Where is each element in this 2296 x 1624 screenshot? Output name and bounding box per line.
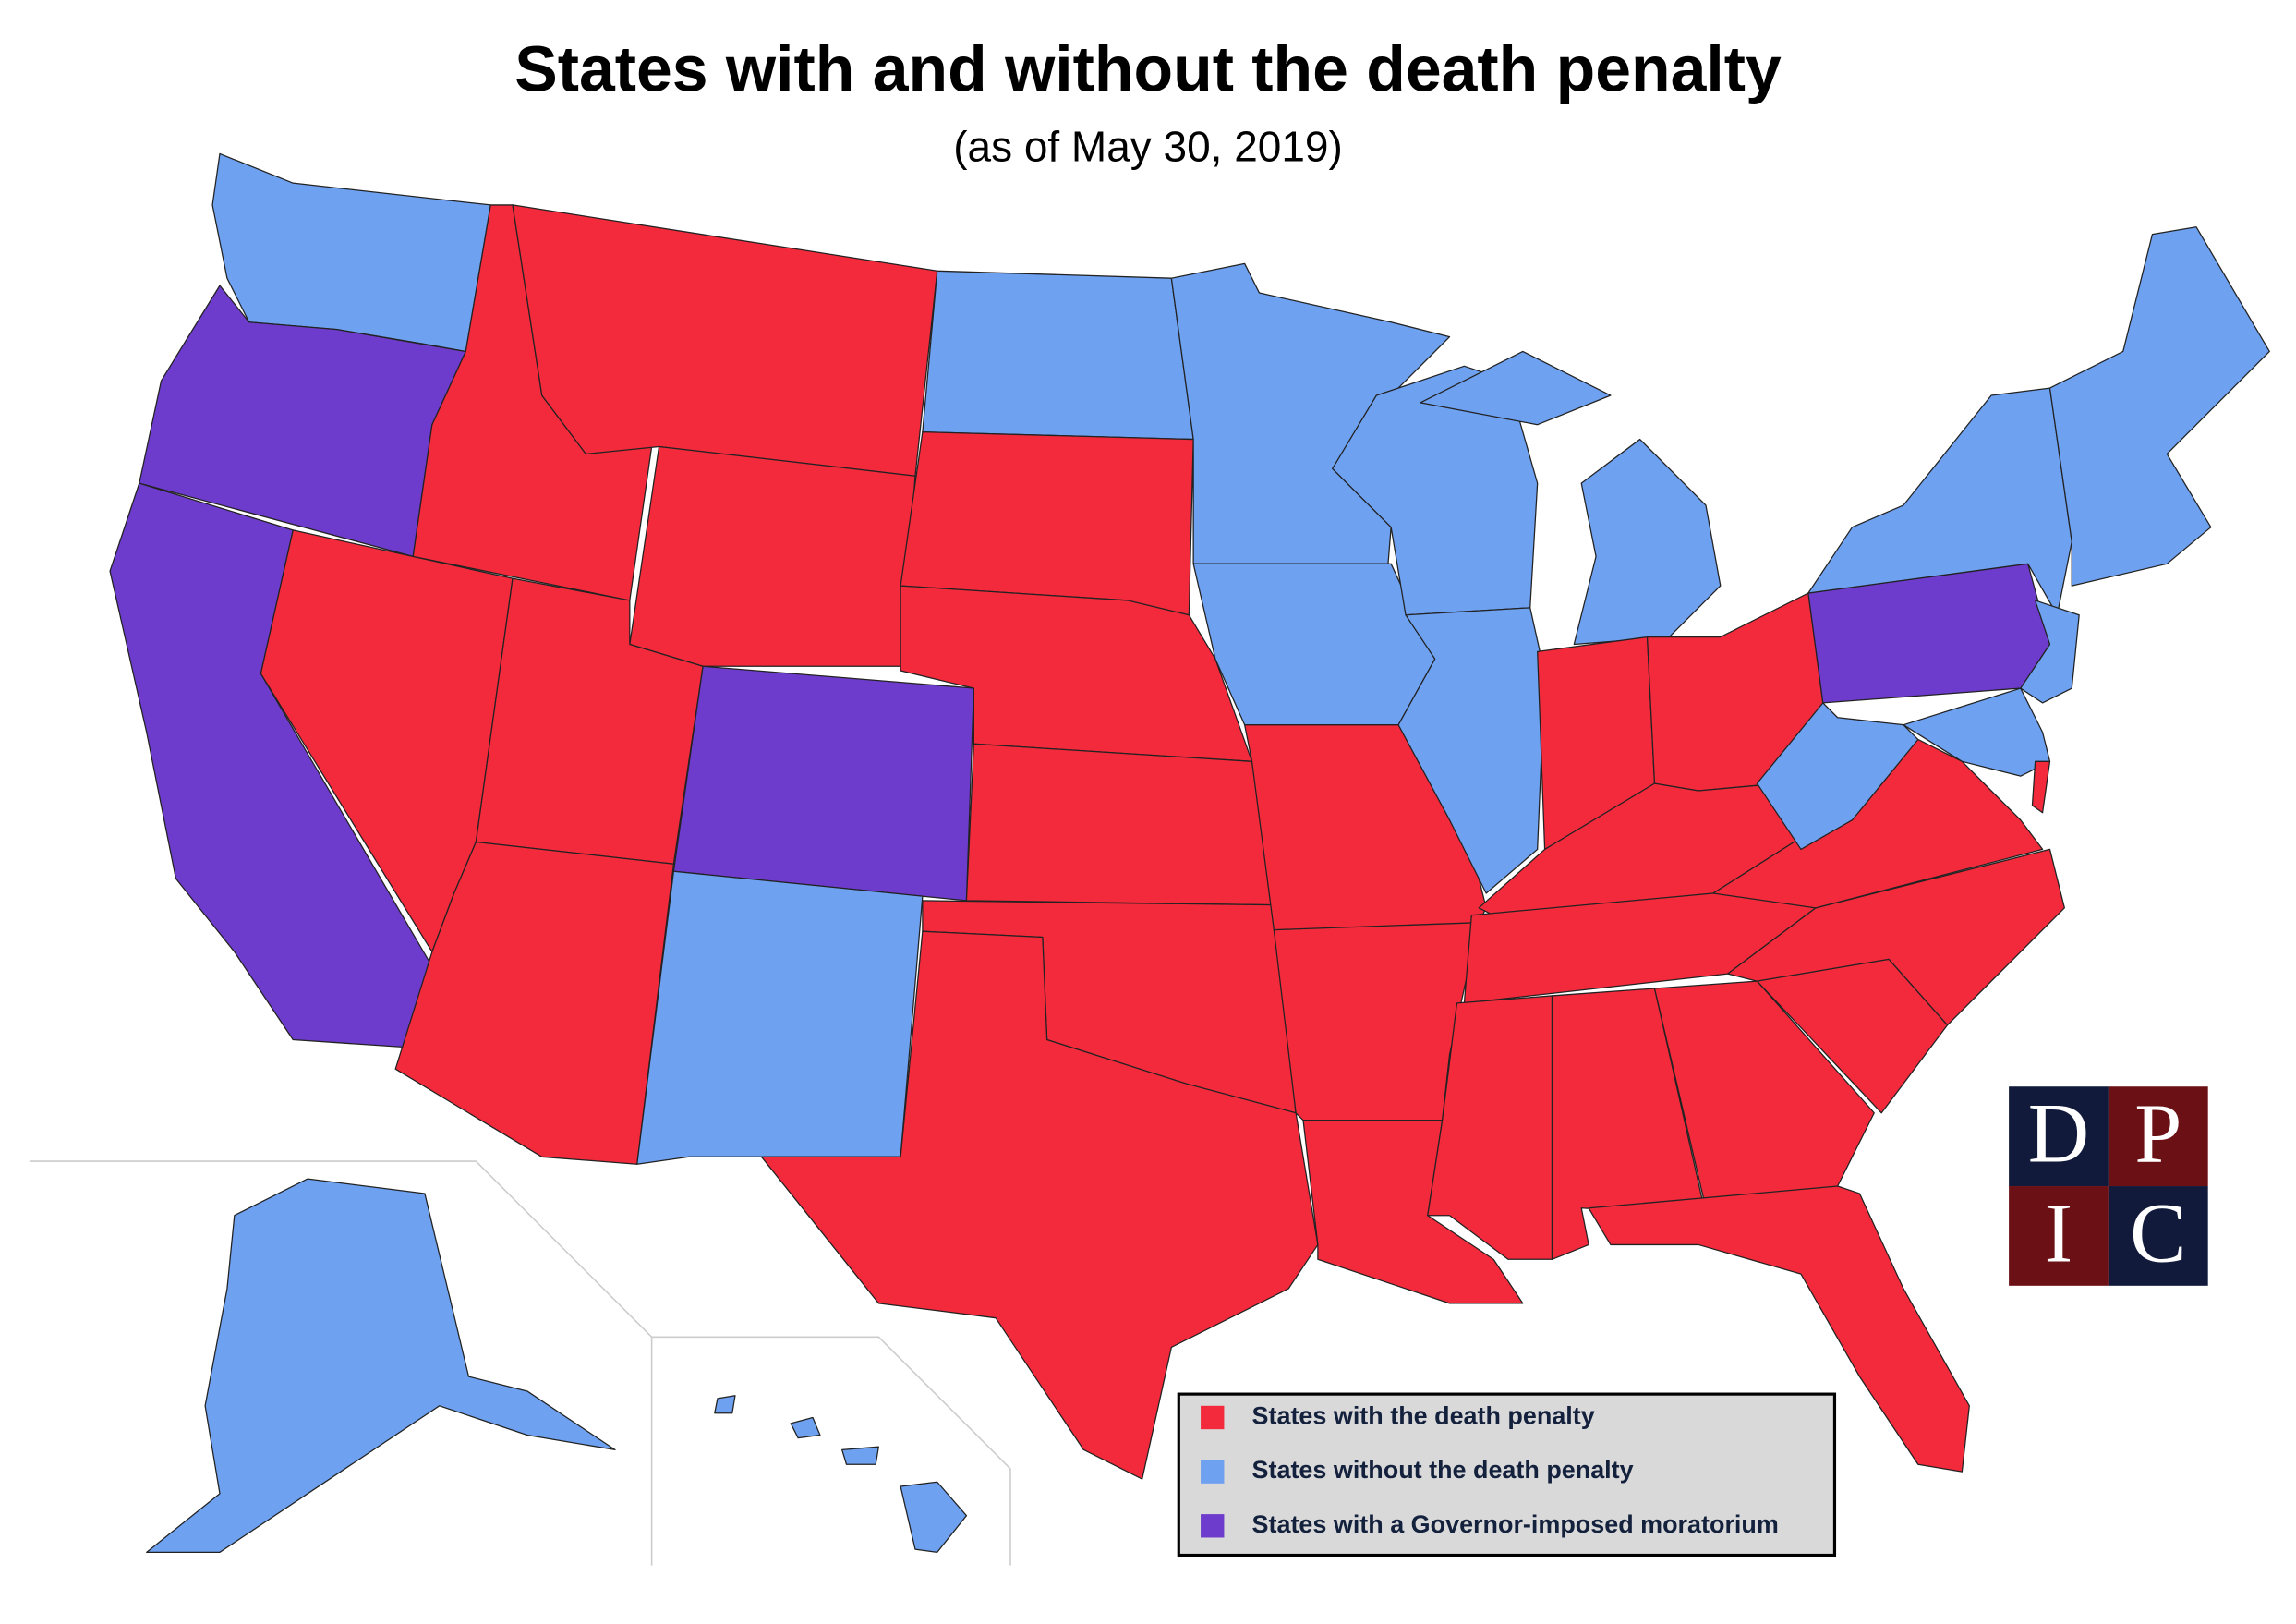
state <box>900 431 1194 616</box>
states <box>109 152 2270 1553</box>
state <box>1420 350 1612 426</box>
legend-label: States with a Governor-imposed moratoriu… <box>1252 1510 1779 1538</box>
state <box>629 445 916 667</box>
state <box>790 1416 821 1439</box>
state <box>1588 1185 1970 1473</box>
logo-cell <box>2009 1086 2109 1187</box>
logo: D P I C <box>2009 1086 2208 1286</box>
subtitle: (as of May 30, 2019) <box>953 122 1343 170</box>
inset-border <box>651 1336 1011 1566</box>
state <box>1653 980 1875 1209</box>
logo-cell <box>2009 1186 2109 1286</box>
inset-border <box>29 1160 653 1566</box>
logo-cell <box>2108 1086 2208 1187</box>
legend-swatch <box>1201 1514 1225 1538</box>
legend: States with the death penalty States with… <box>1177 1392 1837 1557</box>
state <box>2020 600 2080 704</box>
legend-box <box>1177 1392 1837 1557</box>
state <box>2031 760 2051 814</box>
logo-letter: C <box>2130 1185 2186 1279</box>
state <box>922 270 1194 441</box>
legend-swatch <box>1201 1460 1225 1484</box>
state <box>1573 438 1722 646</box>
title: States with and without the death penalt… <box>514 32 1782 104</box>
state <box>841 1446 879 1465</box>
state <box>1397 607 1546 894</box>
state <box>672 665 974 902</box>
logo-letter: I <box>2045 1185 2073 1279</box>
state <box>636 870 924 1165</box>
legend-label: States without the death penalty <box>1252 1456 1634 1484</box>
state <box>714 1395 736 1414</box>
legend-label: States with the death penalty <box>1252 1402 1595 1430</box>
state <box>2048 226 2270 587</box>
state <box>900 1481 968 1553</box>
state <box>965 743 1275 906</box>
state <box>146 1178 616 1553</box>
state <box>1756 702 1919 851</box>
logo-cell <box>2108 1186 2208 1286</box>
logo-letter: P <box>2134 1086 2181 1181</box>
logo-letter: D <box>2028 1086 2089 1181</box>
state <box>760 930 1319 1480</box>
state <box>1727 848 2065 1026</box>
state <box>394 841 675 1165</box>
legend-swatch <box>1201 1405 1225 1430</box>
